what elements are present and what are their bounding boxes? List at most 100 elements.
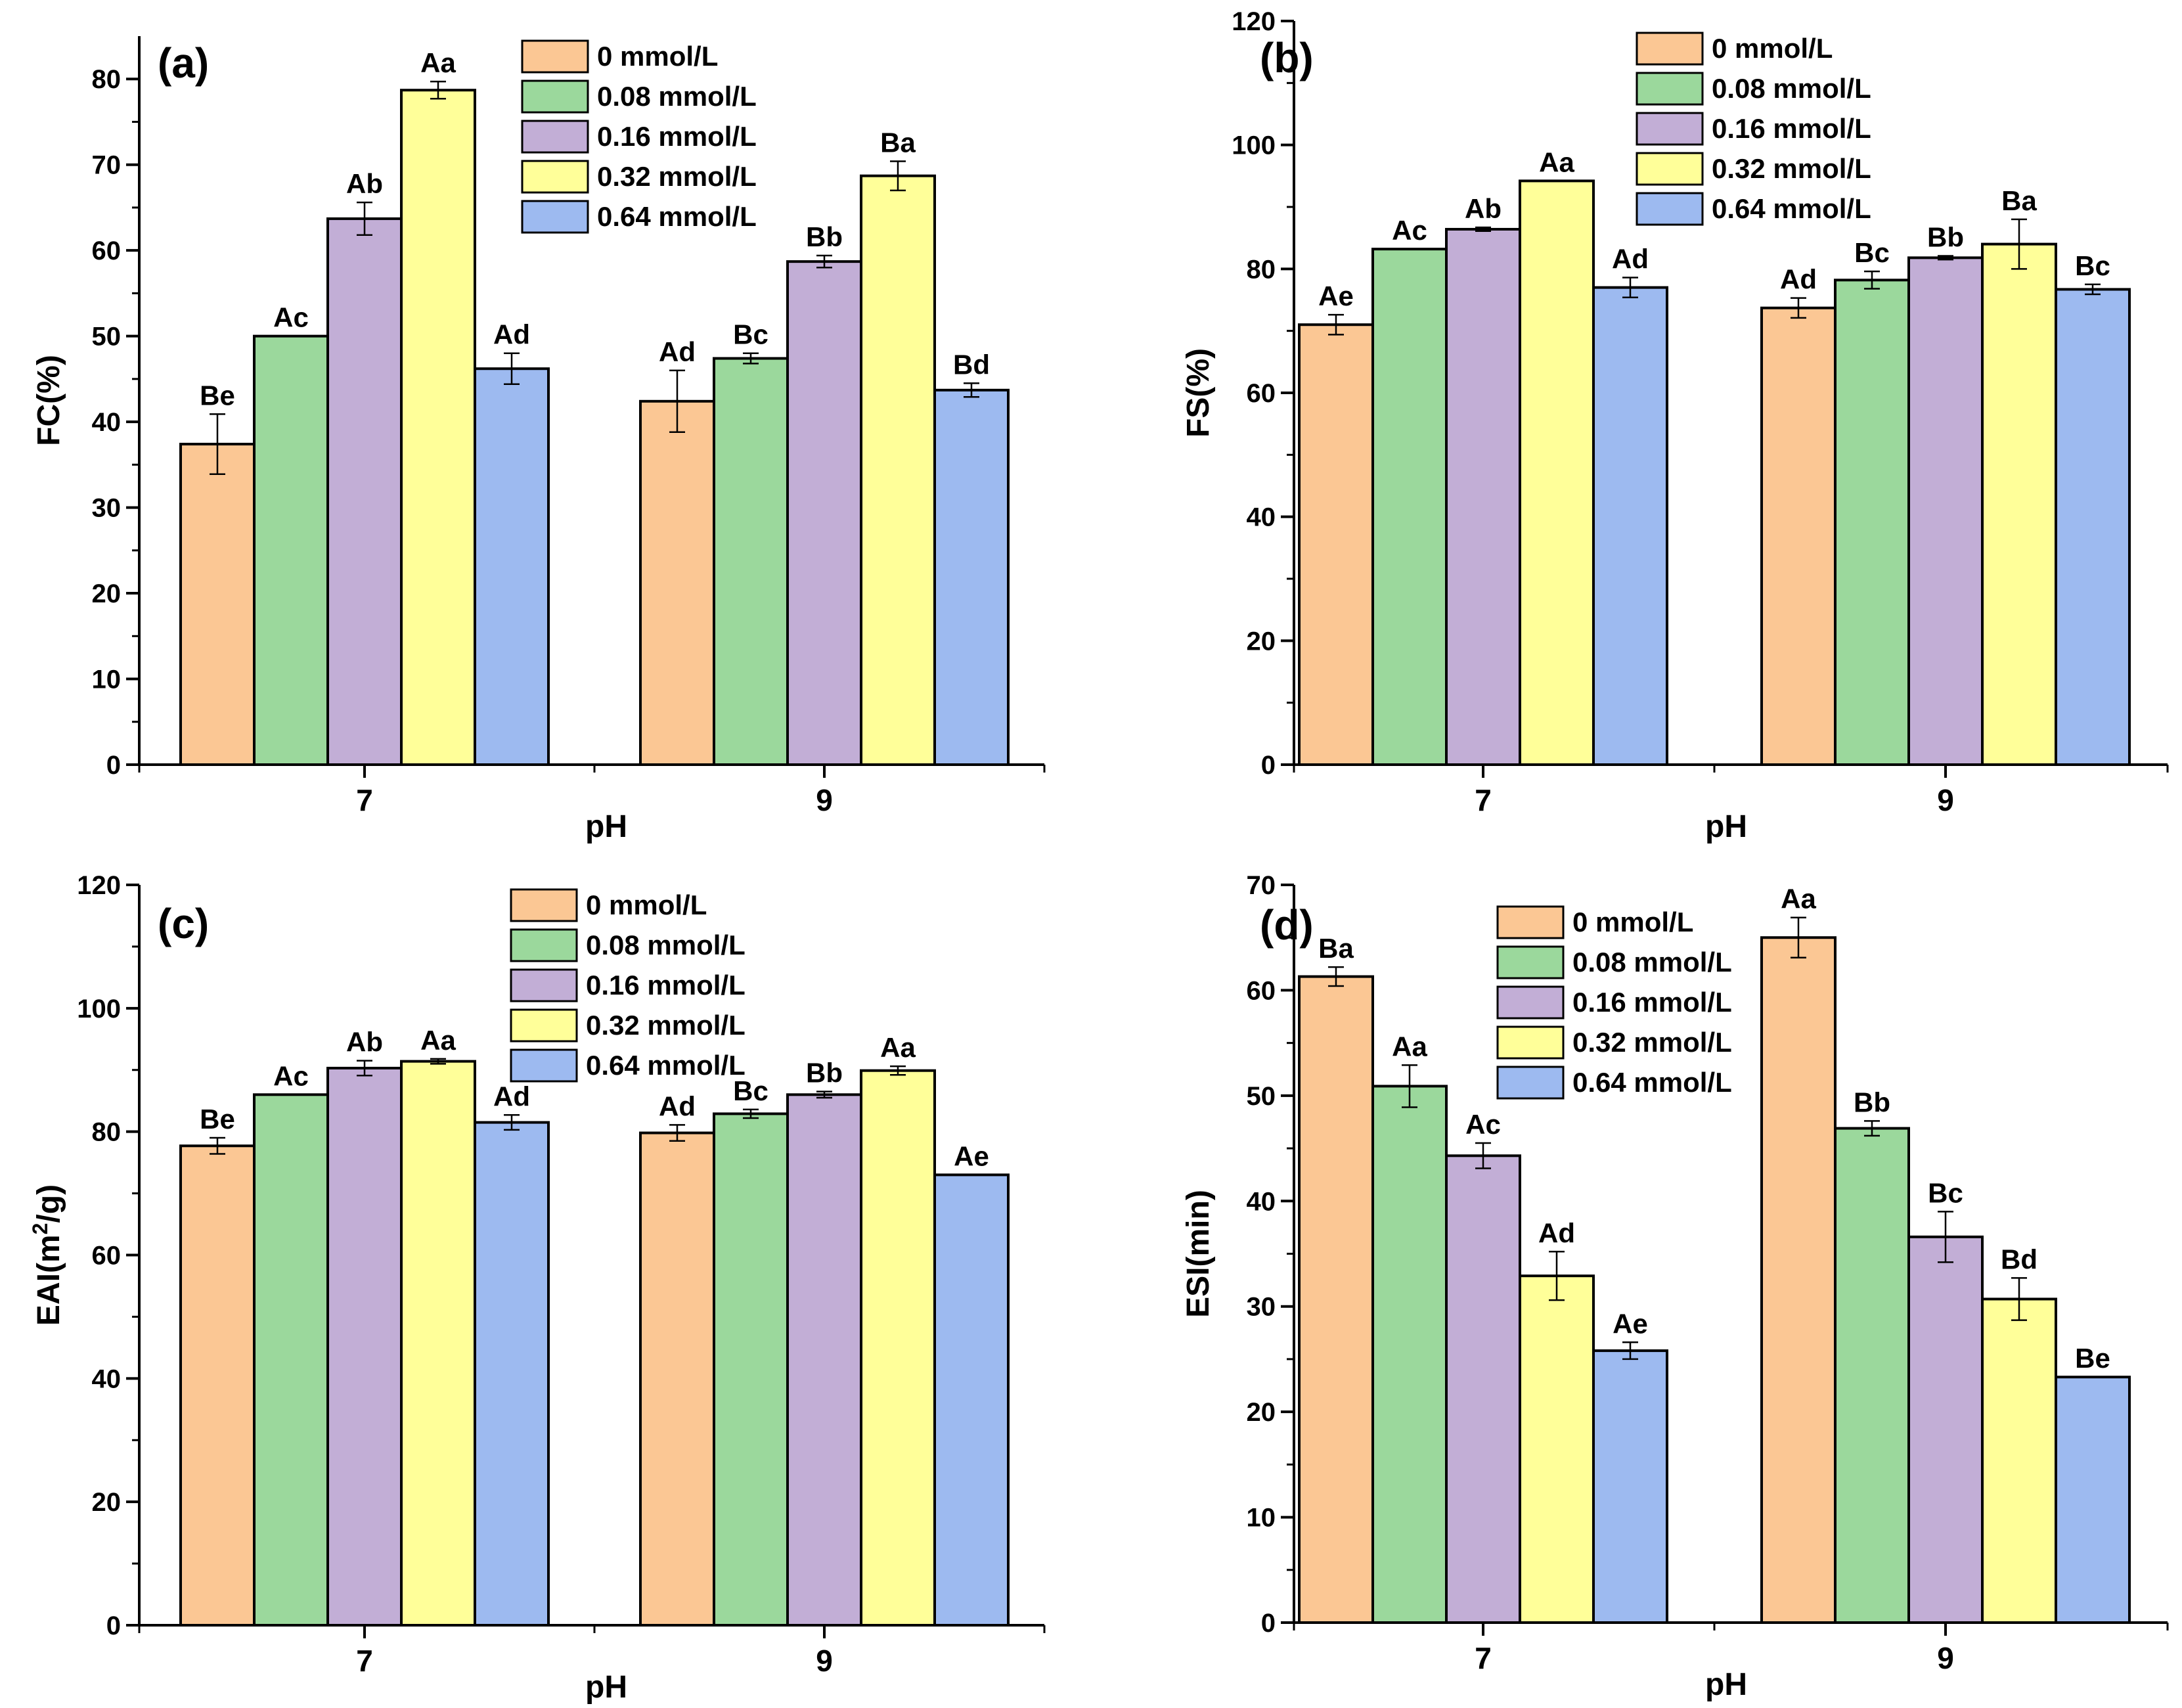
- bar-9-series-1: [1834, 279, 1910, 766]
- y-tick-label: 100: [1232, 131, 1276, 160]
- bar-9-series-4: [933, 388, 1010, 766]
- legend-swatch-4: [521, 200, 589, 234]
- y-tick-label: 0: [106, 1611, 121, 1640]
- legend-swatch-0: [510, 888, 578, 922]
- significance-label: Ab: [346, 168, 383, 199]
- significance-label: Bc: [733, 1075, 768, 1106]
- bar-7-series-1: [1371, 1085, 1448, 1624]
- y-axis-title: EAI(m2/g): [28, 1184, 66, 1326]
- significance-label: Aa: [420, 47, 456, 78]
- bar-9-series-2: [786, 1093, 862, 1627]
- significance-label: Ab: [1465, 193, 1502, 224]
- bar-9-series-2: [1907, 1235, 1984, 1624]
- bar-9-series-0: [639, 399, 715, 766]
- significance-label: Bb: [1927, 222, 1964, 253]
- legend-entry-0: 0 mmol/L: [597, 41, 718, 72]
- legend-entry-3: 0.32 mmol/L: [586, 1010, 746, 1041]
- significance-label: Ad: [659, 1090, 696, 1121]
- legend-swatch-0: [1636, 32, 1704, 66]
- significance-label: Bb: [806, 221, 843, 252]
- significance-label: Bc: [2075, 250, 2110, 281]
- y-tick-label: 0: [1261, 751, 1276, 780]
- legend-entry-2: 0.16 mmol/L: [1712, 113, 1871, 144]
- y-tick-label: 120: [1232, 7, 1276, 36]
- x-tick-label: 9: [816, 783, 833, 817]
- significance-label: Ac: [1465, 1109, 1501, 1140]
- y-tick-label: 80: [1247, 255, 1276, 284]
- significance-label: Aa: [1781, 884, 1816, 914]
- significance-label: Ad: [1612, 244, 1649, 275]
- y-tick-label: 50: [1247, 1082, 1276, 1111]
- bar-9-series-1: [713, 357, 789, 766]
- y-tick-label: 10: [1247, 1504, 1276, 1533]
- significance-label: Aa: [1392, 1031, 1427, 1062]
- significance-label: Ae: [954, 1140, 989, 1171]
- legend-swatch-1: [1636, 72, 1704, 106]
- legend-swatch-2: [510, 968, 578, 1002]
- significance-label: Ad: [493, 1081, 530, 1112]
- chart-panel-b: Ae Ac Ab Aa Ad Ad Bc Bb Ba Bc 0 20 40 60 80 100 120 7 9 pH F…: [1181, 7, 2169, 844]
- legend-entry-2: 0.16 mmol/L: [586, 970, 746, 1000]
- legend-entry-2: 0.16 mmol/L: [1572, 987, 1732, 1018]
- panel-tag: (a): [158, 39, 209, 87]
- bar-7-series-3: [400, 1060, 476, 1627]
- significance-label: Ad: [659, 336, 696, 367]
- y-tick-label: 20: [1247, 627, 1276, 656]
- bar-9-series-0: [639, 1131, 715, 1627]
- x-axis-title: pH: [585, 1670, 627, 1705]
- bar-7-series-2: [1445, 227, 1521, 766]
- bar-9-series-4: [2055, 288, 2131, 767]
- legend-swatch-2: [1636, 112, 1704, 146]
- y-tick-label: 60: [1247, 379, 1276, 408]
- legend-entry-4: 0.64 mmol/L: [597, 201, 757, 232]
- bar-7-series-0: [1298, 975, 1374, 1624]
- significance-label: Ad: [493, 319, 530, 350]
- bar-7-series-1: [1371, 248, 1448, 766]
- significance-label: Be: [200, 1104, 235, 1135]
- significance-label: Aa: [1539, 146, 1574, 177]
- bar-7-series-0: [179, 1144, 256, 1627]
- y-tick-label: 70: [92, 151, 122, 180]
- significance-label: Ac: [1392, 215, 1427, 246]
- bar-7-series-4: [1592, 1349, 1668, 1624]
- y-tick-label: 40: [1247, 1187, 1276, 1216]
- significance-label: Bc: [1854, 237, 1890, 268]
- significance-label: Ae: [1613, 1308, 1648, 1339]
- y-tick-label: 0: [1261, 1609, 1276, 1638]
- x-axis-title: pH: [585, 809, 627, 844]
- legend-entry-4: 0.64 mmol/L: [586, 1050, 746, 1081]
- chart-panel-d: Ba Aa Ac Ad Ae Aa Bb Bc Bd Be 0 10 20 30 40 50 60 70 7 9 pH E…: [1181, 871, 2169, 1702]
- legend-entry-1: 0.08 mmol/L: [586, 930, 746, 960]
- legend-entry-1: 0.08 mmol/L: [1572, 947, 1732, 978]
- x-axis-title: pH: [1705, 809, 1747, 844]
- legend-swatch-0: [1496, 905, 1565, 939]
- x-tick-label: 7: [1475, 1641, 1492, 1675]
- bar-9-series-4: [933, 1173, 1010, 1627]
- significance-label: Ac: [273, 302, 309, 333]
- bar-7-series-0: [1298, 323, 1374, 766]
- legend-swatch-4: [1496, 1066, 1565, 1100]
- bar-9-series-3: [860, 1069, 936, 1627]
- significance-label: Be: [2075, 1343, 2110, 1374]
- significance-label: Ac: [273, 1060, 309, 1091]
- panel-tag: (c): [158, 900, 209, 947]
- legend-swatch-0: [521, 39, 589, 74]
- legend-entry-0: 0 mmol/L: [586, 889, 707, 920]
- y-tick-label: 30: [1247, 1293, 1276, 1322]
- legend-swatch-3: [521, 160, 589, 194]
- significance-label: Bc: [733, 319, 768, 350]
- y-tick-label: 50: [92, 323, 122, 351]
- legend-entry-1: 0.08 mmol/L: [597, 81, 757, 112]
- y-tick-label: 30: [92, 494, 122, 523]
- significance-label: Ba: [2001, 185, 2037, 216]
- legend-entry-0: 0 mmol/L: [1572, 907, 1693, 937]
- significance-label: Ba: [880, 127, 916, 158]
- bar-9-series-0: [1760, 936, 1837, 1624]
- y-tick-label: 40: [92, 408, 122, 437]
- significance-label: Bd: [953, 349, 990, 380]
- y-tick-label: 10: [92, 665, 122, 694]
- y-tick-label: 60: [1247, 976, 1276, 1005]
- legend-entry-0: 0 mmol/L: [1712, 33, 1833, 64]
- y-axis-title: ESI(min): [1181, 1190, 1216, 1318]
